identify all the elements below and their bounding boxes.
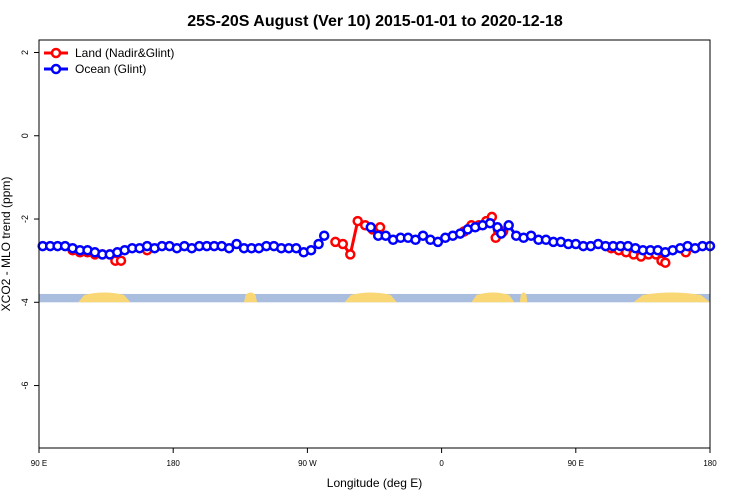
- data-point: [454, 228, 466, 239]
- land-ocean-band: [39, 292, 710, 303]
- data-point: [484, 217, 496, 229]
- data-point: [313, 238, 324, 250]
- data-point: [660, 257, 671, 268]
- y-axis-label: XCO2 - MLO trend (ppm): [0, 177, 13, 312]
- land-band-segment: [78, 292, 131, 303]
- data-point: [305, 244, 317, 256]
- plot-frame: [38, 39, 711, 449]
- data-point: [352, 215, 363, 227]
- data-point: [503, 220, 514, 231]
- y-tick-label: 2: [20, 50, 30, 55]
- data-point: [380, 230, 391, 241]
- y-tick-label: 0: [20, 133, 30, 138]
- data-point: [432, 236, 444, 248]
- x-axis: 90 E 180 90 W 0 90 E 180: [31, 448, 717, 468]
- data-point: [525, 230, 537, 241]
- x-tick-label: 180: [703, 459, 717, 468]
- x-tick-label: 90 E: [568, 459, 584, 468]
- y-tick-label: -2: [20, 215, 30, 223]
- land-band-segment: [244, 292, 258, 303]
- x-tick-label: 90 W: [298, 459, 317, 468]
- legend-land-label: Land (Nadir&Glint): [75, 46, 174, 60]
- data-point: [345, 249, 356, 260]
- y-axis: 2 0 -2 -4 -6: [20, 50, 39, 390]
- chart-title: 25S-20S August (Ver 10) 2015-01-01 to 20…: [187, 13, 563, 30]
- data-point: [365, 222, 377, 233]
- data-point: [290, 242, 302, 254]
- legend-land-marker: [50, 47, 62, 59]
- data-point: [115, 255, 127, 266]
- land-band-segment: [633, 292, 710, 303]
- data-point: [223, 242, 235, 254]
- data-point: [417, 230, 429, 241]
- land-band-segment: [344, 292, 397, 303]
- legend: Land (Nadir&Glint) Ocean (Glint): [44, 46, 174, 76]
- data-point: [231, 238, 242, 250]
- x-tick-label: 90 E: [31, 459, 47, 468]
- x-axis-label: Longitude (deg E): [327, 476, 422, 490]
- legend-ocean-marker: [50, 63, 62, 75]
- x-tick-label: 0: [439, 459, 444, 468]
- land-band-segment: [471, 292, 515, 303]
- series-ocean: [37, 217, 716, 260]
- data-point: [410, 234, 421, 246]
- y-tick-label: -4: [20, 298, 30, 306]
- series-layer: [37, 211, 716, 268]
- data-point: [318, 230, 330, 241]
- x-tick-label: 180: [167, 459, 181, 468]
- data-point: [374, 222, 386, 233]
- legend-ocean-label: Ocean (Glint): [75, 62, 146, 76]
- data-point: [337, 238, 349, 250]
- data-point: [495, 228, 507, 239]
- land-band-segment: [519, 292, 528, 303]
- y-tick-label: -6: [20, 382, 30, 390]
